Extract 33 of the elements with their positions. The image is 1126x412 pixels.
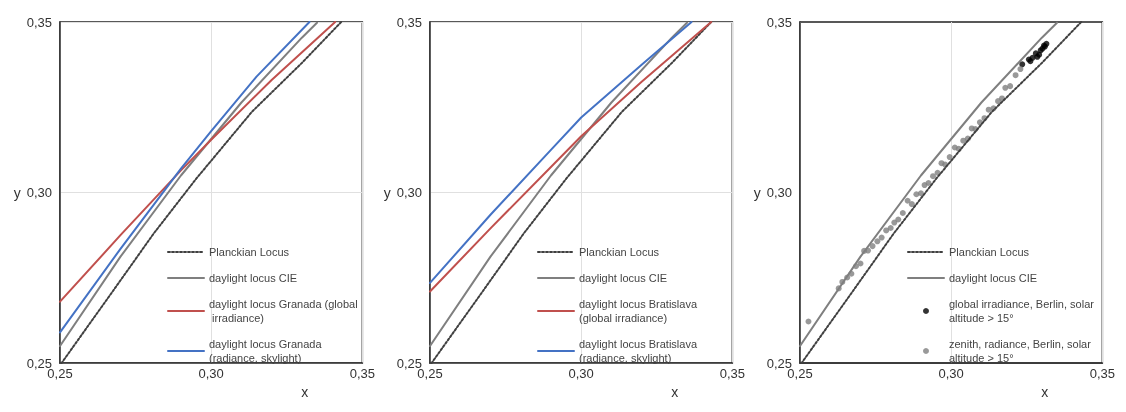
x-tick-label: 0,35: [719, 366, 746, 382]
y-tick-label: 0,35: [26, 14, 52, 30]
x-axis-title: x: [1041, 384, 1049, 400]
x-axis-title: x: [301, 384, 309, 400]
y-tick-label: 0,25: [766, 355, 792, 371]
y-tick-label: 0,30: [26, 185, 52, 201]
y-tick-label: 0,35: [396, 14, 422, 30]
x-tick-label: 0,35: [1089, 366, 1116, 382]
legend-label: daylight locus Bratislava (global irradiance): [579, 298, 701, 324]
y-tick-label: 0,30: [396, 185, 422, 201]
legend-label: Planckian Locus: [579, 246, 660, 258]
legend-label: daylight locus CIE: [949, 272, 1038, 284]
y-tick-label: 0,30: [766, 185, 792, 201]
x-tick-label: 0,30: [198, 366, 224, 382]
legend-label: daylight locus CIE: [209, 272, 298, 284]
y-tick-label: 0,25: [26, 355, 52, 371]
legend-label: daylight locus Granada (radiance, skylight): [209, 338, 325, 364]
y-tick-label: 0,35: [766, 14, 792, 30]
x-tick-label: 0,30: [568, 366, 594, 382]
legend-label: Planckian Locus: [209, 246, 290, 258]
y-tick-label: 0,25: [396, 355, 422, 371]
x-tick-label: 0,30: [938, 366, 964, 382]
legend-label: global irradiance, Berlin, solar altitude > 15°: [949, 298, 1097, 324]
y-axis-title: y: [383, 184, 391, 201]
legend-label: daylight locus Bratislava (radiance, skylight): [579, 338, 701, 364]
x-axis-title: x: [671, 384, 679, 400]
legend-label: Planckian Locus: [949, 246, 1030, 258]
y-axis-title: y: [13, 184, 21, 201]
y-axis-title: y: [753, 184, 761, 201]
legend-label: daylight locus CIE: [579, 272, 668, 284]
x-tick-label: 0,35: [349, 366, 376, 382]
legend-label: daylight locus Granada (global irradiance): [209, 298, 358, 324]
legend-label: zenith, radiance, Berlin, solar altitude > 15°: [949, 338, 1094, 364]
